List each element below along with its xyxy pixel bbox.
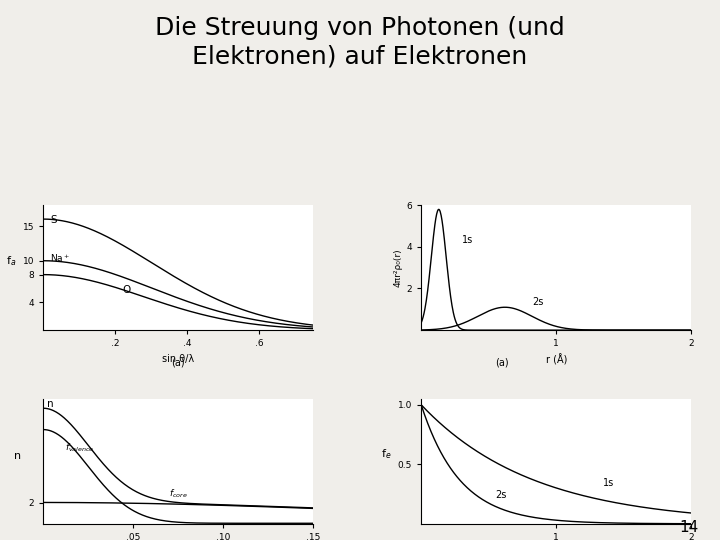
X-axis label: r (Å): r (Å) xyxy=(546,354,567,365)
Y-axis label: f$_a$: f$_a$ xyxy=(6,254,17,268)
Text: (a): (a) xyxy=(171,357,185,367)
Text: S: S xyxy=(50,215,57,226)
Text: Die Streuung von Photonen (und
Elektronen) auf Elektronen: Die Streuung von Photonen (und Elektrone… xyxy=(155,16,565,68)
Y-axis label: n: n xyxy=(14,451,21,461)
Text: (a): (a) xyxy=(495,357,509,367)
X-axis label: sin θ/λ: sin θ/λ xyxy=(162,354,194,364)
Y-axis label: f$_e$: f$_e$ xyxy=(382,448,392,461)
Text: 1s: 1s xyxy=(603,478,615,488)
Text: Na$^+$: Na$^+$ xyxy=(50,253,71,265)
Text: 1s: 1s xyxy=(462,235,473,245)
Text: n: n xyxy=(47,399,53,409)
Text: 14: 14 xyxy=(679,519,698,535)
Y-axis label: 4πr²ρ₀(r): 4πr²ρ₀(r) xyxy=(393,248,402,287)
Text: 2s: 2s xyxy=(495,490,507,500)
Text: $f_{core}$: $f_{core}$ xyxy=(169,488,188,500)
Text: O: O xyxy=(122,285,130,295)
Text: 2s: 2s xyxy=(532,297,544,307)
Text: $f_{valence}$: $f_{valence}$ xyxy=(65,442,94,455)
